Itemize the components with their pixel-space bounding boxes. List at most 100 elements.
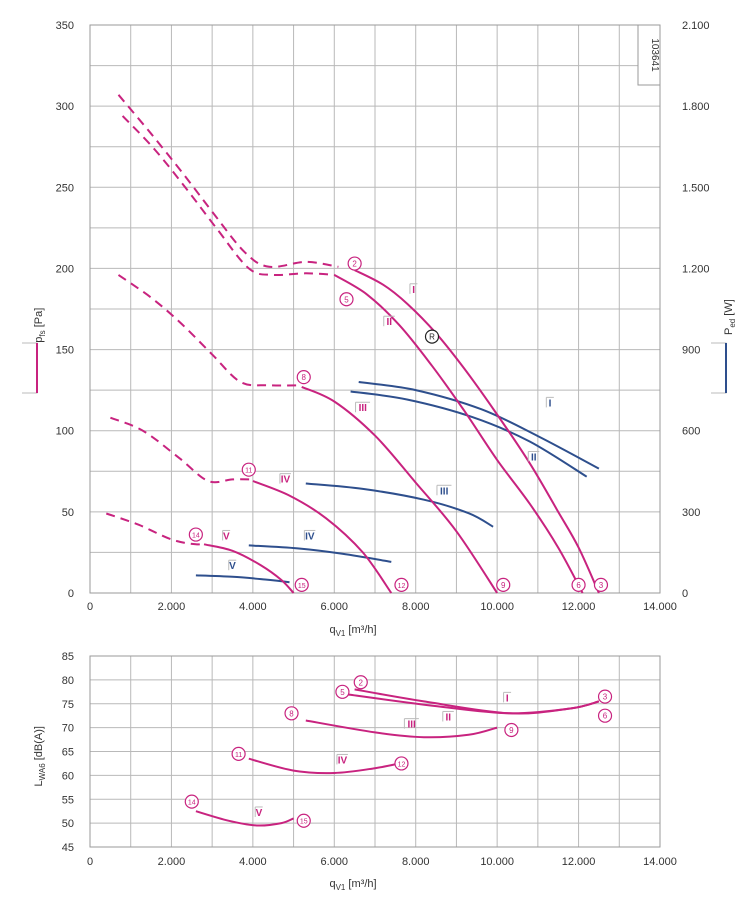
y-tick-label: 50	[62, 818, 74, 830]
marker-circle	[231, 746, 246, 761]
marker-circle	[571, 577, 586, 592]
y-tick-label: 150	[56, 345, 74, 357]
series-label-text: II	[531, 452, 537, 463]
series-label-text: II	[446, 712, 452, 723]
y-axis-label: LWA6 [dB(A)]	[33, 726, 47, 786]
series-label-II: II	[383, 315, 395, 328]
y-tick-label: 45	[62, 842, 74, 854]
pressure-power-chart: 0 2.000 4.000 6.000 8.000 10.000 12.000 14.000 0…	[22, 20, 737, 638]
y-tick-label: 100	[56, 426, 74, 438]
legend-power-swatch	[711, 342, 727, 394]
y-tick-label: 75	[62, 699, 74, 711]
marker-number: 5	[340, 688, 345, 697]
marker-number: 12	[398, 583, 406, 590]
series-label-text: III	[440, 486, 449, 497]
marker-circle	[597, 708, 613, 723]
x-tick-label: 2.000	[158, 856, 186, 868]
marker-number: 15	[300, 819, 308, 826]
part-number-frame	[637, 24, 661, 86]
marker-circle	[335, 684, 350, 699]
x-axis-label: qV1 [m³/h]	[329, 878, 376, 892]
series-label-IV: IV	[303, 529, 316, 542]
pressure-curve-II	[333, 274, 584, 594]
marker-12: 12	[394, 756, 409, 771]
y-axis-label: pfs [Pa]	[33, 308, 47, 343]
marker-6: 6	[597, 708, 613, 723]
series-label-text: I	[549, 398, 552, 409]
marker-number: R	[429, 333, 435, 342]
series-label-V: V	[228, 559, 237, 572]
marker-circle	[597, 689, 613, 704]
power-curve-V	[195, 574, 290, 584]
y2-tick-label: 1.800	[682, 101, 710, 113]
y2-axis-label: Ped [W]	[723, 299, 737, 335]
y2-tick-label: 2.100	[682, 20, 710, 32]
sound-curve-IV	[248, 757, 400, 775]
marker-circle	[394, 577, 409, 592]
marker-number: 6	[576, 581, 581, 590]
marker-circle	[241, 462, 256, 477]
sound-curve-V	[195, 810, 294, 827]
pressure-curve-dashed-III	[117, 274, 302, 387]
series-label-IV: IV	[279, 473, 291, 486]
marker-number: 8	[302, 373, 307, 382]
x-tick-label: 0	[87, 601, 93, 613]
sound-curves	[195, 688, 600, 827]
marker-14: 14	[184, 794, 199, 809]
marker-circle	[504, 722, 519, 738]
marker-15: 15	[294, 577, 309, 592]
marker-8: 8	[296, 370, 311, 385]
swatch-bracket	[711, 342, 727, 394]
y-tick-label: 60	[62, 770, 74, 782]
series-label-text: II	[386, 317, 392, 328]
marker-circle	[353, 675, 368, 690]
marker-number: 6	[603, 712, 608, 721]
x-tick-label: 10.000	[480, 601, 514, 613]
marker-circle	[593, 577, 609, 592]
marker-number: 3	[603, 693, 608, 702]
marker-5: 5	[339, 292, 354, 307]
marker-circle	[296, 813, 311, 828]
pressure-curve-IV	[252, 480, 393, 594]
part-number-text: 103641	[649, 38, 660, 72]
marker-number: 11	[235, 752, 242, 759]
marker-9: 9	[496, 577, 511, 592]
marker-number: 5	[344, 295, 349, 304]
marker-3: 3	[597, 689, 613, 704]
marker-5: 5	[335, 684, 350, 699]
series-label-text: V	[229, 561, 236, 572]
series-label-I: I	[409, 283, 418, 296]
legend-pressure-swatch	[22, 342, 38, 394]
series-label-text: IV	[281, 475, 291, 486]
marker-11: 11	[231, 746, 246, 761]
pressure-curve-dashed-IV	[110, 416, 253, 484]
marker-circle	[394, 756, 409, 771]
pressure-chart-grid	[89, 24, 661, 594]
marker-circle	[496, 577, 511, 592]
x-axis-label: qV1 [m³/h]	[329, 624, 376, 638]
pressure-curve-dashed-V	[105, 512, 205, 546]
pressure-curve-III	[301, 385, 498, 594]
pressure-curve-dashed-II	[121, 115, 335, 277]
y-tick-label: 80	[62, 675, 74, 687]
y-tick-label: 300	[56, 101, 74, 113]
x-tick-label: 6.000	[321, 856, 349, 868]
marker-number: 2	[352, 260, 357, 269]
x-tick-label: 12.000	[562, 856, 596, 868]
y-tick-label: 65	[62, 747, 74, 759]
marker-number: 11	[245, 468, 252, 475]
series-label-II: II	[527, 450, 540, 463]
sound-curve-III	[305, 719, 498, 739]
x-tick-label: 6.000	[321, 601, 349, 613]
series-label-text: III	[407, 720, 416, 731]
series-label-text: IV	[305, 531, 315, 542]
marker-circle	[347, 256, 362, 271]
pressure-chart-frame	[89, 24, 661, 594]
marker-6: 6	[571, 577, 586, 592]
power-curves	[195, 381, 600, 584]
sound-chart-frame	[89, 655, 661, 848]
x-tick-label: 14.000	[643, 601, 677, 613]
y-tick-label: 200	[56, 263, 74, 275]
series-label-text: V	[256, 808, 263, 819]
